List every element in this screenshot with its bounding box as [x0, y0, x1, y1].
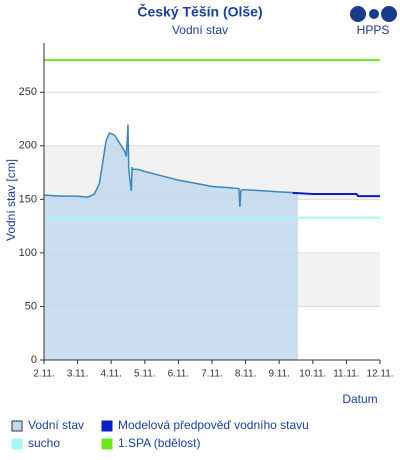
logo: HPPS: [350, 6, 397, 37]
legend-swatch: [11, 438, 23, 450]
x-tick-label: 8.11.: [235, 369, 257, 380]
x-axis-label: Datum: [342, 392, 377, 406]
legend-label: 1.SPA (bdělost): [118, 436, 201, 450]
legend-label: Modelová předpověď vodního stavu: [118, 418, 309, 432]
legend-label: Vodní stav: [28, 418, 84, 432]
y-tick-label: 150: [19, 193, 37, 205]
x-tick-label: 3.11.: [67, 369, 89, 380]
y-tick-label: 100: [19, 247, 37, 259]
line: [43, 124, 299, 207]
x-tick-label: 12.11.: [366, 369, 393, 380]
legend-swatch: [101, 420, 113, 432]
y-tick-label: 250: [19, 86, 37, 98]
legend-swatch: [11, 420, 23, 432]
legend-swatch: [101, 438, 113, 450]
y-tick-label: 200: [19, 140, 37, 152]
y-tick-label: 0: [31, 354, 37, 366]
chart-title: Český Těšín (Olše): [137, 3, 262, 20]
x-tick-label: 4.11.: [100, 369, 122, 380]
x-tick-label: 2.11.: [33, 369, 55, 380]
y-tick-label: 50: [25, 300, 37, 312]
line: [292, 191, 380, 198]
x-tick-label: 7.11.: [201, 369, 223, 380]
area: [44, 124, 299, 360]
logo-text: HPPS: [357, 23, 390, 37]
legend-label: sucho: [28, 436, 60, 450]
chart-subtitle: Vodní stav: [172, 23, 228, 37]
y-axis-label: Vodní stav [cm]: [4, 159, 18, 241]
x-tick-label: 9.11.: [268, 369, 290, 380]
x-tick-label: 6.11.: [168, 369, 190, 380]
x-tick-label: 11.11.: [333, 369, 359, 380]
x-tick-label: 10.11.: [299, 369, 326, 380]
x-tick-label: 5.11.: [134, 369, 156, 380]
